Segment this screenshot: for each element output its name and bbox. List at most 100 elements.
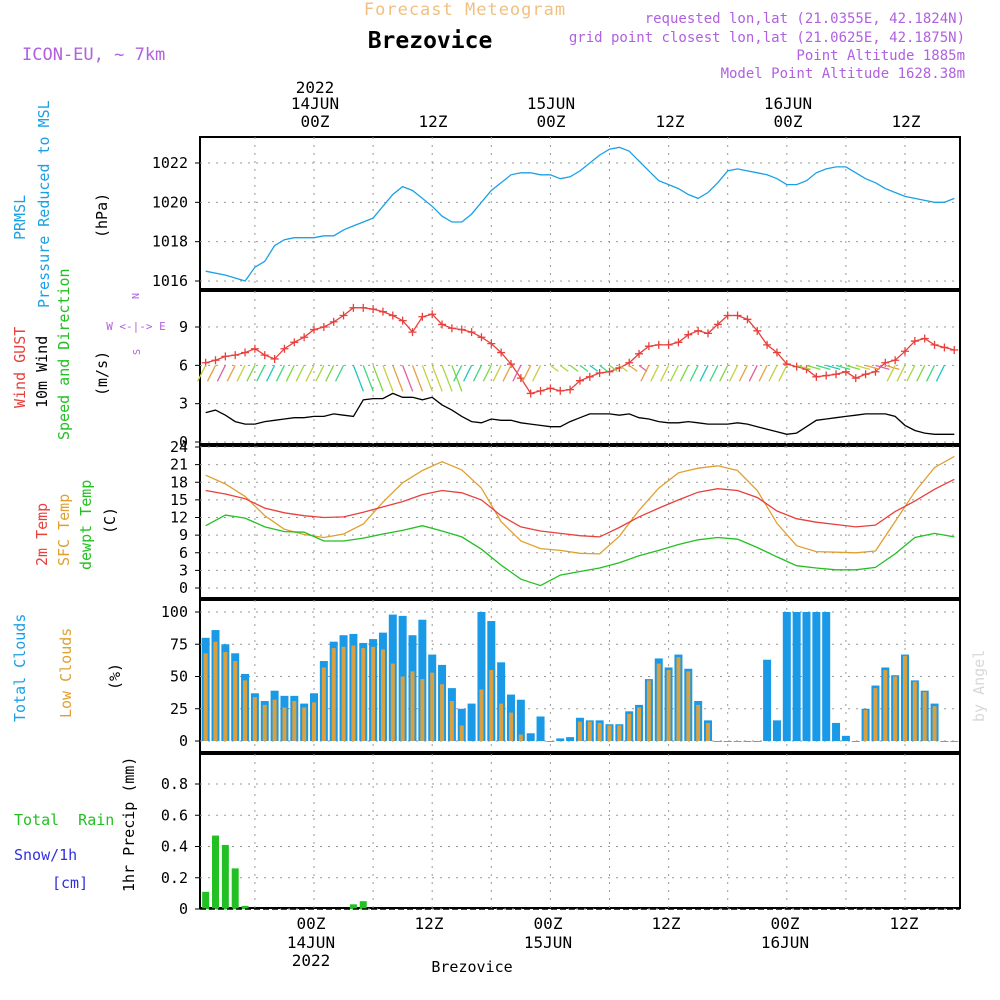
- low-cloud-bar: [577, 721, 582, 741]
- gust-marker: [428, 310, 437, 319]
- wind-arrow: [628, 364, 638, 372]
- low-cloud-bar: [676, 657, 681, 741]
- sfctemp-label: SFC Temp: [55, 494, 73, 566]
- footer-station: Brezovice: [431, 958, 512, 976]
- gust-marker: [369, 305, 378, 314]
- gust-marker: [447, 324, 456, 333]
- point-altitude: Point Altitude 1885m: [796, 48, 965, 64]
- bottom-year: 2022: [292, 951, 331, 970]
- gust-marker: [300, 333, 309, 342]
- low-cloud-bar: [518, 734, 523, 741]
- total-cloud-bar: [743, 741, 752, 742]
- panel-frame: [199, 290, 961, 445]
- top-day-2: 15JUN: [527, 94, 575, 113]
- wind-arrow: [875, 364, 890, 370]
- wind-arrow: [816, 364, 831, 370]
- wind-arrow: [236, 365, 246, 382]
- gust-marker: [378, 307, 387, 316]
- low-cloud-bar: [312, 702, 316, 741]
- y-tick-label: 1020: [152, 193, 188, 211]
- gust-marker: [546, 384, 555, 393]
- wind-arrow: [559, 364, 569, 372]
- y-tick-label: 3: [179, 561, 188, 579]
- gust-marker: [605, 367, 614, 376]
- wind-arrow: [855, 364, 870, 370]
- total-cloud-bar: [841, 735, 850, 741]
- gust-marker: [536, 386, 545, 395]
- pct-label: (%): [106, 663, 124, 690]
- gust-marker: [910, 337, 919, 346]
- total-cloud-bar: [536, 716, 545, 741]
- total-cloud-bar: [782, 612, 791, 741]
- wind-arrow: [492, 365, 502, 382]
- low-cloud-bar: [252, 697, 257, 741]
- wind-arrow: [916, 365, 926, 382]
- wind-arrow: [246, 365, 256, 382]
- low-cloud-bar: [686, 671, 691, 741]
- wind10m-label: 10m Wind: [33, 336, 51, 408]
- total-cloud-bar: [812, 612, 821, 741]
- station-title: Brezovice: [368, 28, 493, 54]
- y-tick-label: 0: [179, 433, 188, 451]
- wind-arrow: [679, 365, 689, 382]
- rain-bar: [212, 835, 219, 909]
- wind-arrow: [728, 365, 739, 382]
- total-cloud-bar: [822, 612, 831, 741]
- low-cloud-bar: [863, 710, 868, 741]
- wind-arrow: [599, 364, 609, 372]
- y-tick-label: 25: [170, 700, 188, 718]
- wind-arrow: [796, 364, 811, 370]
- y-tick-label: 24: [170, 438, 188, 456]
- wind-arrow: [441, 365, 453, 392]
- total-cloud-bar: [566, 737, 575, 741]
- y-tick-label: 9: [179, 318, 188, 336]
- gust-marker: [339, 311, 348, 320]
- wind-arrow: [569, 364, 579, 372]
- wind-arrow: [640, 365, 650, 382]
- temp2m-line: [205, 478, 955, 538]
- gust-marker: [398, 316, 407, 325]
- gust-marker: [526, 389, 535, 398]
- top-day-1: 14JUN: [291, 94, 339, 113]
- y-tick-label: 50: [170, 668, 188, 686]
- gust-marker: [497, 348, 506, 357]
- panel-frame: [199, 445, 961, 599]
- low-cloud-bar: [272, 699, 277, 741]
- low-cloud-bar: [912, 681, 917, 741]
- gust-marker: [753, 326, 762, 335]
- gust-marker: [477, 333, 486, 342]
- dewpt-label: dewpt Temp: [77, 480, 95, 570]
- gust-marker: [654, 340, 663, 349]
- total-cloud-bar: [723, 741, 732, 742]
- gust-marker: [359, 303, 368, 312]
- low-cloud-bar: [617, 725, 622, 741]
- gust-marker: [467, 328, 476, 337]
- gust-marker: [575, 376, 584, 385]
- y-tick-label: 0: [179, 579, 188, 597]
- total-cloud-bar: [940, 741, 949, 742]
- gust-marker: [595, 369, 604, 377]
- low-cloud-bar: [479, 689, 484, 741]
- total-cloud-bar: [802, 612, 811, 741]
- wind-arrow: [285, 365, 295, 382]
- wind-arrow: [411, 365, 424, 392]
- low-cloud-bar: [656, 663, 661, 741]
- low-cloud-bar: [597, 722, 602, 741]
- low-cloud-bar: [449, 701, 454, 741]
- y-tick-label: 15: [170, 491, 188, 509]
- low-cloud-bar: [331, 648, 336, 741]
- wind-arrow: [522, 365, 532, 382]
- gust-marker: [241, 348, 250, 357]
- wind-arrow: [372, 365, 384, 392]
- y-tick-label: 1018: [152, 233, 188, 251]
- wind-arrow: [431, 365, 443, 392]
- gust-marker: [713, 320, 722, 329]
- total-cloud-bar: [713, 741, 722, 742]
- low-cloud-bar: [587, 721, 592, 741]
- gust-marker: [408, 328, 417, 337]
- watermark: by Angel: [970, 650, 988, 722]
- wind-arrow: [778, 365, 788, 382]
- y-tick-label: 6: [179, 356, 188, 374]
- wind-arrow: [650, 365, 660, 382]
- gust-marker: [684, 330, 693, 339]
